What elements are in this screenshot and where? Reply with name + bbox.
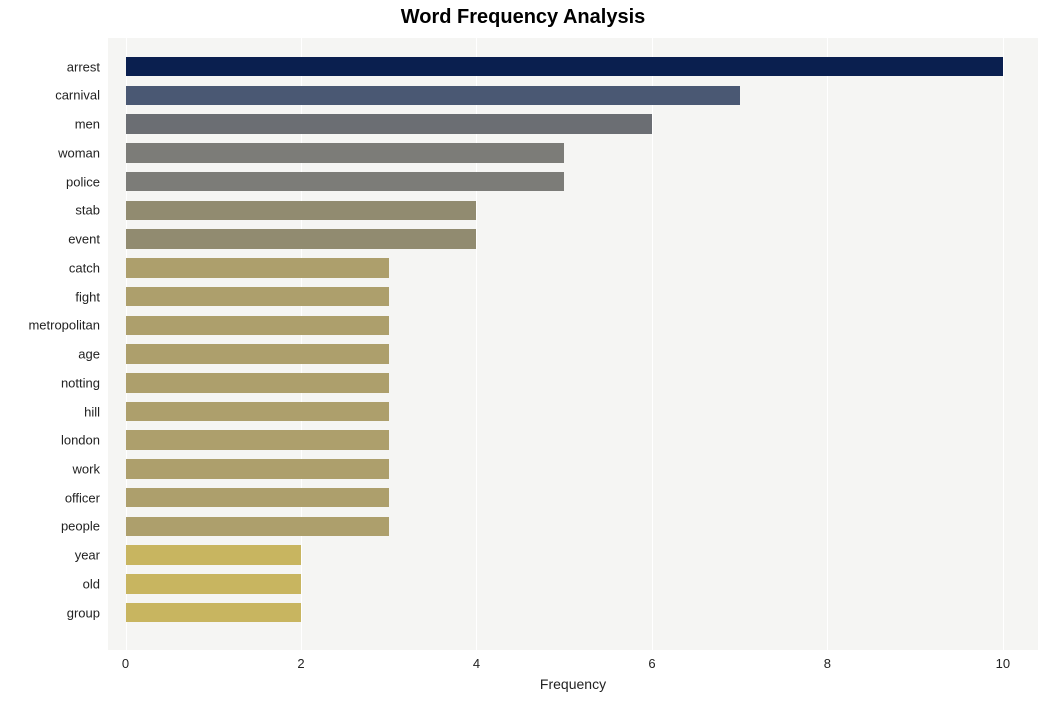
- bar: [126, 201, 477, 221]
- y-tick-label: men: [0, 117, 100, 132]
- bar: [126, 316, 389, 336]
- chart-title: Word Frequency Analysis: [0, 6, 1046, 29]
- x-tick-label: 6: [648, 656, 655, 671]
- gridline: [1003, 38, 1004, 650]
- y-tick-label: woman: [0, 145, 100, 160]
- bar: [126, 459, 389, 479]
- y-tick-label: officer: [0, 490, 100, 505]
- bar: [126, 86, 740, 106]
- y-tick-label: fight: [0, 289, 100, 304]
- word-frequency-chart: Word Frequency Analysis 0 2 4 6 8 10 Frequency…: [0, 0, 1046, 701]
- bar: [126, 603, 301, 623]
- bar: [126, 574, 301, 594]
- y-tick-label: metropolitan: [0, 318, 100, 333]
- bar: [126, 57, 1003, 77]
- y-tick-label: work: [0, 461, 100, 476]
- x-axis-label: Frequency: [540, 676, 606, 692]
- bar: [126, 258, 389, 278]
- bar: [126, 402, 389, 422]
- y-tick-label: london: [0, 433, 100, 448]
- y-tick-label: stab: [0, 203, 100, 218]
- x-tick-label: 0: [122, 656, 129, 671]
- gridline: [652, 38, 653, 650]
- y-tick-label: catch: [0, 260, 100, 275]
- y-tick-label: year: [0, 548, 100, 563]
- plot-area: [108, 38, 1038, 650]
- y-tick-label: group: [0, 605, 100, 620]
- bar: [126, 344, 389, 364]
- y-tick-label: arrest: [0, 59, 100, 74]
- x-tick-label: 2: [297, 656, 304, 671]
- bar: [126, 143, 565, 163]
- y-tick-label: old: [0, 576, 100, 591]
- gridline: [827, 38, 828, 650]
- bar: [126, 229, 477, 249]
- y-tick-label: police: [0, 174, 100, 189]
- y-tick-label: notting: [0, 375, 100, 390]
- y-tick-label: carnival: [0, 88, 100, 103]
- x-tick-label: 4: [473, 656, 480, 671]
- y-tick-label: event: [0, 232, 100, 247]
- y-tick-label: people: [0, 519, 100, 534]
- bar: [126, 287, 389, 307]
- x-tick-label: 10: [996, 656, 1010, 671]
- bar: [126, 373, 389, 393]
- bar: [126, 545, 301, 565]
- y-tick-label: hill: [0, 404, 100, 419]
- bar: [126, 488, 389, 508]
- bar: [126, 430, 389, 450]
- y-tick-label: age: [0, 347, 100, 362]
- x-tick-label: 8: [824, 656, 831, 671]
- bar: [126, 517, 389, 537]
- bar: [126, 172, 565, 192]
- bar: [126, 114, 652, 134]
